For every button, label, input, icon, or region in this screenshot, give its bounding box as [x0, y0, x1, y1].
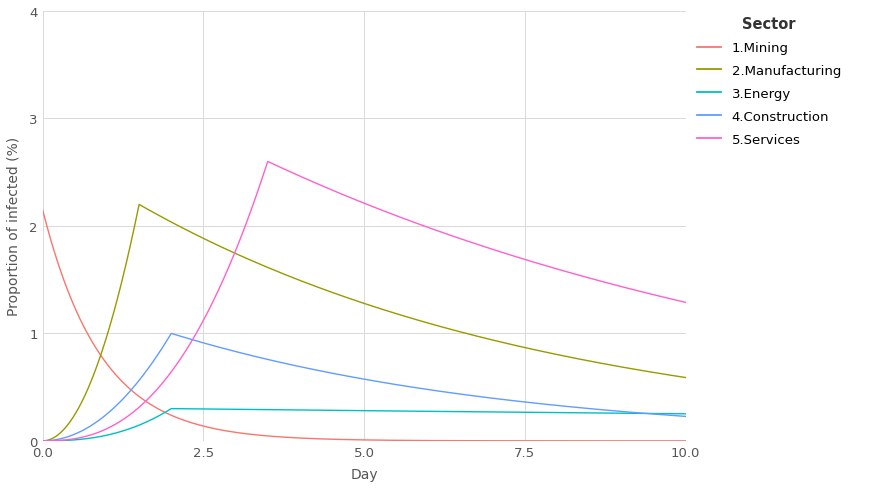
Legend: 1.Mining, 2.Manufacturing, 3.Energy, 4.Construction, 5.Services: 1.Mining, 2.Manufacturing, 3.Energy, 4.C…	[691, 12, 846, 152]
Y-axis label: Proportion of infected (%): Proportion of infected (%)	[7, 137, 21, 316]
X-axis label: Day: Day	[350, 467, 378, 481]
